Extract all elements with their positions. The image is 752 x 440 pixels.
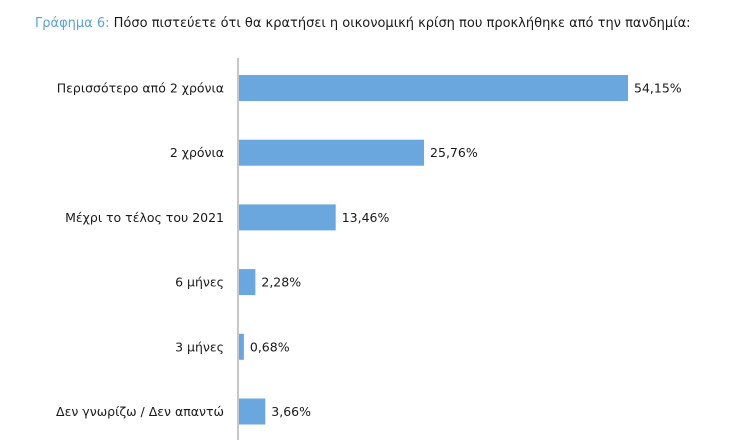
chart-title: Γράφημα 6: Πόσο πιστεύετε ότι θα κρατήσε… [35, 16, 745, 31]
bar [239, 398, 266, 425]
category-label: 6 μήνες [175, 275, 224, 290]
bar [239, 204, 336, 231]
bar [239, 269, 256, 296]
value-label: 13,46% [342, 210, 390, 225]
chart-title-prefix: Γράφημα 6: [35, 16, 110, 31]
bar [239, 333, 244, 360]
category-label: Δεν γνωρίζω / Δεν απαντώ [56, 404, 224, 419]
value-label: 0,68% [250, 339, 290, 354]
value-label: 2,28% [261, 275, 301, 290]
category-label: Περισσότερο από 2 χρόνια [57, 81, 224, 96]
value-label: 3,66% [271, 404, 311, 419]
value-label: 25,76% [430, 145, 478, 160]
category-label: Μέχρι το τέλος του 2021 [65, 210, 224, 225]
value-label: 54,15% [634, 81, 682, 96]
category-label: 3 μήνες [175, 339, 224, 354]
bar [239, 139, 425, 166]
chart-title-text: Πόσο πιστεύετε ότι θα κρατήσει η οικονομ… [113, 16, 691, 31]
category-label: 2 χρόνια [170, 145, 224, 160]
bar [239, 75, 628, 101]
